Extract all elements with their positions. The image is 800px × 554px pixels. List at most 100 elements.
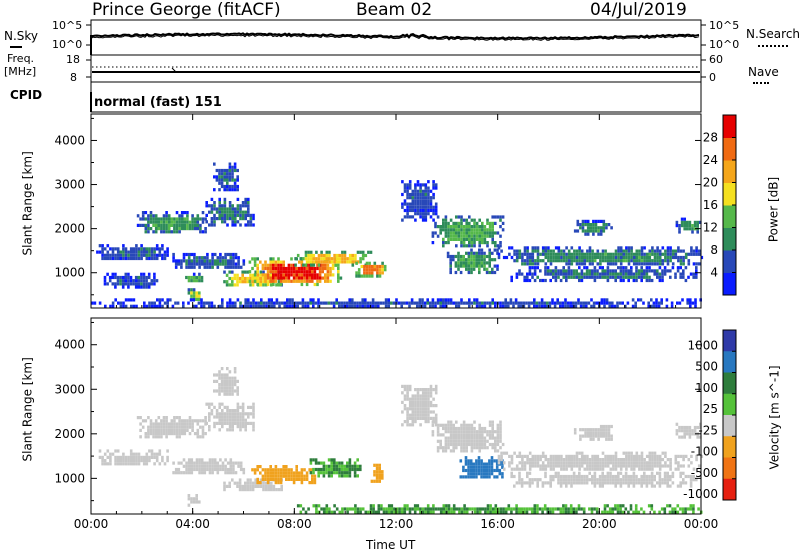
heatmap-cell <box>262 301 266 305</box>
heatmap-cell <box>147 220 150 224</box>
heatmap-cell <box>351 301 354 305</box>
heatmap-cell <box>567 481 571 485</box>
heatmap-cell <box>229 259 233 263</box>
heatmap-cell <box>510 246 514 250</box>
heatmap-cell <box>549 478 552 482</box>
heatmap-cell <box>510 255 514 260</box>
heatmap-cell <box>586 454 589 458</box>
heatmap-cell <box>583 272 586 276</box>
heatmap-cell <box>488 304 492 308</box>
heatmap-cell <box>401 180 404 184</box>
heatmap-cell <box>301 298 305 302</box>
heatmap-cell <box>111 282 115 286</box>
heatmap-cell <box>560 454 563 458</box>
heatmap-cell <box>467 261 471 265</box>
heatmap-cell <box>457 225 461 229</box>
heatmap-cell <box>533 478 537 482</box>
heatmap-cell <box>478 510 482 514</box>
heatmap-cell <box>167 432 171 436</box>
heatmap-cell <box>346 257 349 261</box>
heatmap-cell <box>311 276 314 280</box>
heatmap-cell <box>669 458 672 462</box>
heatmap-cell <box>645 478 649 482</box>
heatmap-cell <box>205 213 208 217</box>
heatmap-cell <box>111 452 115 456</box>
heatmap-cell <box>198 259 201 263</box>
heatmap-cell <box>124 459 128 463</box>
heatmap-cell <box>557 259 561 263</box>
heatmap-cell <box>690 246 693 250</box>
heatmap-cell <box>114 275 117 280</box>
heatmap-cell <box>421 192 425 197</box>
heatmap-cell <box>462 439 466 443</box>
heatmap-cell <box>309 471 313 475</box>
heatmap-cell <box>335 471 339 475</box>
heatmap-cell <box>469 459 473 463</box>
heatmap-cell <box>152 223 155 227</box>
heatmap-cell <box>216 461 220 465</box>
heatmap-cell <box>224 259 227 263</box>
heatmap-cell <box>491 510 495 514</box>
heatmap-cell <box>551 507 555 511</box>
heatmap-cell <box>180 428 184 432</box>
heatmap-cell <box>653 272 656 276</box>
heatmap-cell <box>317 260 321 264</box>
heatmap-cell <box>373 463 376 467</box>
heatmap-cell <box>559 481 563 485</box>
heatmap-cell <box>317 461 320 465</box>
heatmap-cell <box>525 301 528 305</box>
heatmap-cell <box>626 301 630 305</box>
heatmap-cell <box>103 462 107 466</box>
heatmap-cell <box>228 481 231 485</box>
heatmap-cell <box>460 426 463 431</box>
heatmap-cell <box>381 473 384 477</box>
heatmap-cell <box>304 257 308 261</box>
heatmap-cell <box>411 394 415 398</box>
heatmap-cell <box>645 484 649 488</box>
heatmap-cell <box>196 428 200 432</box>
heatmap-cell <box>365 274 369 278</box>
heatmap-cell <box>653 484 656 488</box>
heatmap-cell <box>406 394 409 398</box>
heatmap-cell <box>360 274 364 278</box>
heatmap-cell <box>158 462 162 466</box>
heatmap-cell <box>170 217 174 221</box>
heatmap-cell <box>238 488 242 492</box>
heatmap-cell <box>259 260 262 264</box>
heatmap-cell <box>229 458 233 462</box>
heatmap-cell <box>302 257 305 261</box>
heatmap-cell <box>285 477 288 481</box>
heatmap-cell <box>149 422 153 426</box>
heatmap-cell <box>581 434 585 438</box>
heatmap-cell <box>132 298 136 302</box>
heatmap-cell <box>364 253 368 258</box>
heatmap-cell <box>143 301 146 305</box>
heatmap-cell <box>226 175 229 179</box>
heatmap-cell <box>436 298 440 302</box>
heatmap-cell <box>272 260 275 264</box>
heatmap-cell <box>630 467 633 471</box>
heatmap-cell <box>457 301 461 305</box>
heatmap-cell <box>211 458 214 462</box>
heatmap-cell <box>444 221 448 225</box>
heatmap-cell <box>149 217 153 221</box>
heatmap-cell <box>239 425 242 429</box>
heatmap-cell <box>587 301 591 305</box>
heatmap-cell <box>603 301 606 305</box>
heatmap-cell <box>566 304 570 308</box>
heatmap-cell <box>670 304 674 308</box>
heatmap-cell <box>278 301 281 305</box>
heatmap-cell <box>186 214 189 218</box>
heatmap-cell <box>455 215 458 219</box>
heatmap-cell <box>351 260 355 264</box>
heatmap-cell <box>695 275 698 279</box>
heatmap-cell <box>300 468 304 472</box>
heatmap-cell <box>180 471 183 475</box>
heatmap-cell <box>144 432 148 436</box>
heatmap-cell <box>632 458 636 462</box>
heatmap-cell <box>692 272 695 276</box>
heatmap-cell <box>570 461 574 465</box>
heatmap-cell <box>629 504 633 508</box>
heatmap-cell <box>586 229 590 233</box>
heatmap-cell <box>468 225 471 229</box>
